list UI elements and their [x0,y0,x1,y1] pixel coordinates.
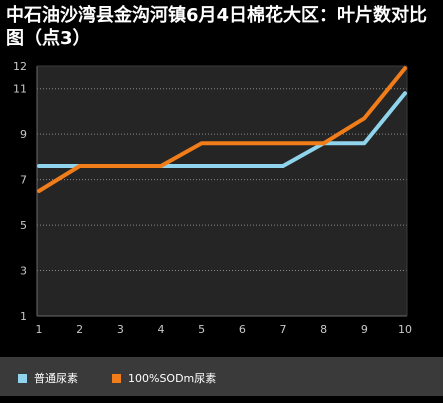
y-tick-label: 12 [13,60,27,73]
legend-swatch-series-2 [112,373,121,383]
legend-swatch-series-1 [18,373,27,383]
y-tick-label: 7 [20,174,27,187]
y-tick-label: 5 [20,219,27,232]
y-tick-label: 9 [20,128,27,141]
legend-label-series-2: 100%SODm尿素 [128,372,217,385]
y-tick-label: 3 [20,265,27,278]
y-tick-label: 1 [20,310,27,323]
x-tick-label: 5 [198,323,205,336]
x-tick-label: 8 [320,323,327,336]
x-tick-label: 1 [36,323,43,336]
plot-background [37,66,407,316]
x-tick-labels: 1 2 3 4 5 6 7 8 9 10 [36,323,413,336]
legend-label-series-1: 普通尿素 [34,372,78,385]
legend-item-series-2[interactable]: 100%SODm尿素 [112,371,216,385]
x-tick-label: 9 [361,323,368,336]
x-tick-label: 7 [280,323,287,336]
series-line-2 [37,66,407,193]
y-tick-label: 11 [13,83,27,96]
x-tick-label: 2 [76,323,83,336]
legend-item-series-1[interactable]: 普通尿素 [18,371,78,385]
y-tick-labels: 1 3 5 7 9 11 12 [13,60,27,323]
bottom-strip [0,396,443,403]
x-tick-label: 4 [158,323,165,336]
chart-title: 中石油沙湾县金沟河镇6月4日棉花大区：叶片数对比图（点3） [6,5,428,49]
x-tick-label: 6 [239,323,246,336]
series-lines [37,66,407,193]
x-tick-label: 10 [398,323,412,336]
legend: 普通尿素 100%SODm尿素 [0,357,443,396]
x-tick-label: 3 [117,323,124,336]
